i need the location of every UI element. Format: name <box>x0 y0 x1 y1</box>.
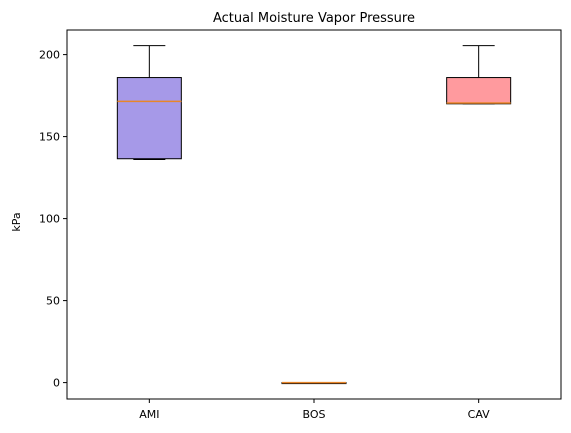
x-tick-label: CAV <box>468 408 491 421</box>
chart-title: Actual Moisture Vapor Pressure <box>213 11 415 26</box>
y-axis-label: kPa <box>10 212 23 231</box>
x-tick-label: AMI <box>139 408 159 421</box>
y-tick-label: 150 <box>39 131 60 144</box>
y-tick-label: 100 <box>39 213 60 226</box>
y-tick-label: 0 <box>53 377 60 390</box>
box-ami <box>116 77 182 160</box>
box-cav <box>446 77 512 105</box>
x-tick-label: BOS <box>303 408 326 421</box>
y-tick-label: 50 <box>46 295 60 308</box>
y-tick-label: 200 <box>39 49 60 62</box>
